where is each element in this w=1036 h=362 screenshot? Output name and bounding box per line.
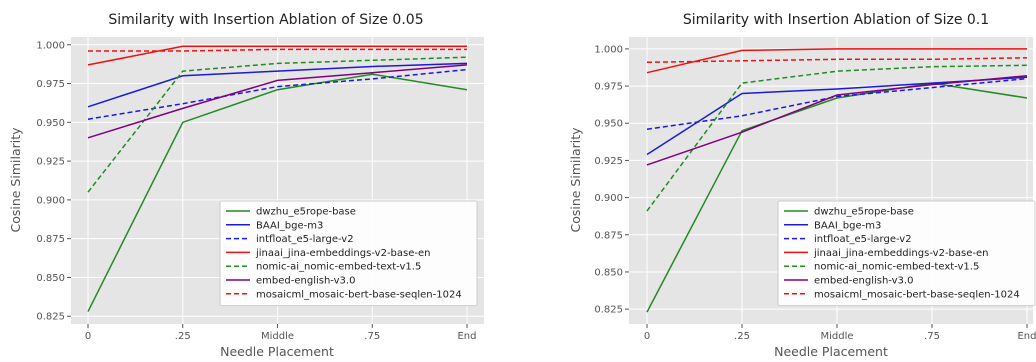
legend-label: jinaai_jina-embeddings-v2-base-en (813, 248, 989, 259)
y-tick-label: 0.950 (594, 119, 623, 130)
series-line-1 (87, 62, 468, 108)
series-line-5 (646, 74, 1028, 166)
y-tick-label: 0.900 (594, 193, 623, 204)
x-tick-label: 0 (644, 331, 650, 342)
y-tick-label: 1.000 (594, 44, 623, 55)
axis-ticks: 0.825 0.850 0.875 0.900 0.925 0.950 0.975 1.000… (36, 40, 476, 342)
x-tick-label: .25 (734, 331, 750, 342)
series-line-3 (646, 48, 1027, 74)
legend-box (777, 200, 1036, 307)
legend-label: nomic-ai_nomic-embed-text-v1.5 (814, 262, 979, 273)
legend-label: embed-english-v3.0 (814, 276, 913, 287)
y-tick-label: 0.850 (594, 267, 623, 278)
y-tick-label: 0.850 (36, 273, 65, 284)
y-axis-label: Cosine Similarity (8, 127, 23, 233)
series-line-6 (88, 48, 467, 52)
y-tick-label: 0.875 (36, 234, 65, 245)
legend-label: jinaai_jina-embeddings-v2-base-en (255, 248, 431, 259)
x-tick-label: .75 (924, 331, 940, 342)
legend: dwzhu_e5rope-base BAAI_bge-m3 intfloat_e5-… (777, 200, 1036, 307)
series-line-6 (646, 57, 1028, 64)
legend-label: mosaicml_mosaic-bert-base-seqlen-1024 (256, 289, 462, 300)
y-axis-label: Cosine Similarity (568, 127, 583, 233)
x-tick-label: End (1017, 331, 1036, 342)
chart-1: Similarity with Insertion Ablation of Si… (568, 12, 1036, 359)
legend-label: dwzhu_e5rope-base (814, 207, 914, 218)
y-tick-label: 0.925 (594, 156, 623, 167)
chart-0: Similarity with Insertion Ablation of Si… (8, 12, 484, 359)
legend-label: BAAI_bge-m3 (256, 220, 323, 231)
legend-label: intfloat_e5-large-v2 (256, 234, 354, 245)
y-tick-label: 0.975 (594, 82, 623, 93)
series-lines (87, 45, 468, 312)
x-tick-label: Middle (820, 331, 853, 342)
y-tick-label: 0.975 (36, 79, 65, 90)
chart-title: Similarity with Insertion Ablation of Si… (683, 12, 989, 28)
series-line-5 (87, 64, 468, 139)
x-axis-label: Needle Placement (774, 344, 888, 359)
x-tick-label: .25 (175, 331, 191, 342)
chart-title: Similarity with Insertion Ablation of Si… (108, 12, 423, 28)
series-lines (646, 48, 1028, 313)
legend-label: embed-english-v3.0 (256, 276, 355, 287)
legend: dwzhu_e5rope-base BAAI_bge-m3 intfloat_e5-… (219, 200, 478, 307)
series-line-2 (87, 68, 468, 120)
x-tick-label: Middle (261, 331, 294, 342)
legend-label: mosaicml_mosaic-bert-base-seqlen-1024 (814, 289, 1020, 300)
y-tick-label: 0.900 (36, 195, 65, 206)
series-line-4 (646, 64, 1028, 212)
series-line-2 (646, 77, 1028, 130)
legend-label: nomic-ai_nomic-embed-text-v1.5 (256, 262, 421, 273)
y-tick-label: 0.825 (594, 305, 623, 316)
legend-label: BAAI_bge-m3 (814, 220, 881, 231)
x-axis-label: Needle Placement (220, 344, 334, 359)
y-tick-label: 0.950 (36, 118, 65, 129)
x-tick-label: End (457, 331, 476, 342)
x-tick-label: .75 (364, 331, 380, 342)
y-tick-label: 0.925 (36, 157, 65, 168)
legend-label: intfloat_e5-large-v2 (814, 234, 912, 245)
legend-label: dwzhu_e5rope-base (256, 207, 356, 218)
series-line-0 (646, 82, 1028, 313)
y-tick-label: 0.875 (594, 230, 623, 241)
legend-box (219, 200, 478, 307)
series-line-3 (87, 45, 467, 66)
y-tick-label: 0.825 (36, 312, 65, 323)
series-line-0 (87, 73, 468, 312)
x-tick-label: 0 (85, 331, 91, 342)
series-line-4 (87, 56, 468, 193)
axis-ticks: 0.825 0.850 0.875 0.900 0.925 0.950 0.975 1.000… (594, 44, 1036, 342)
y-tick-label: 1.000 (36, 40, 65, 51)
